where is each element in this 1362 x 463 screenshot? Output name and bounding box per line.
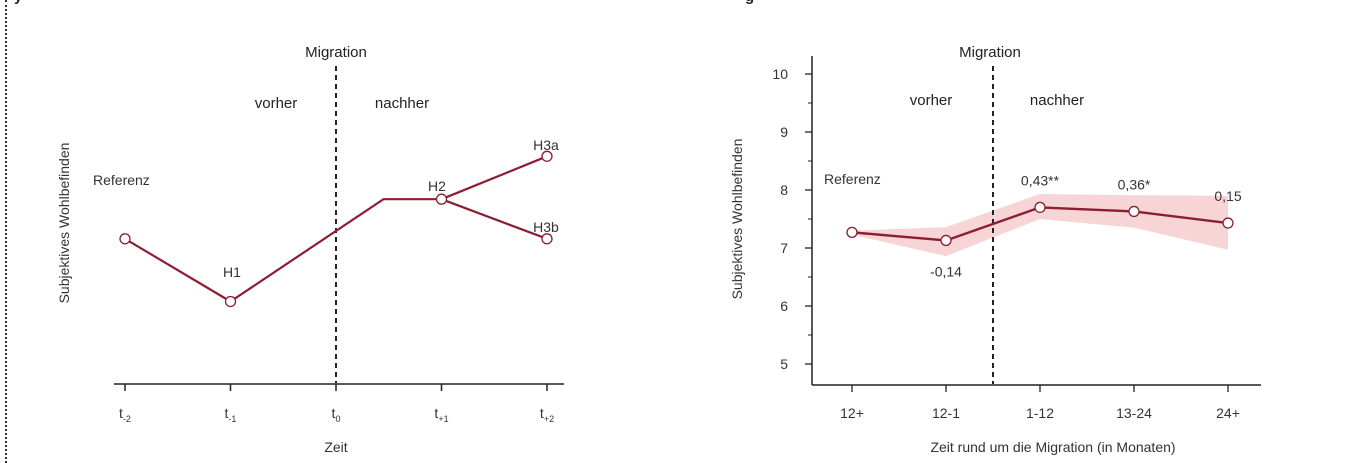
before-label: vorher [255, 95, 298, 112]
h3b-label: H3b [533, 219, 559, 235]
data-label: 0,36* [1118, 176, 1151, 192]
x-axis-label: Zeit [324, 439, 347, 455]
x-axis-label: Zeit rund um die Migration (in Monaten) [930, 439, 1175, 455]
data-point [224, 295, 237, 308]
y-axis-label: Subjektives Wohlbefinden [56, 143, 72, 304]
y-axis-ticks: 5 6 7 8 9 10 [772, 66, 812, 372]
x-tick-labels: t-2 t-1 t0 t+1 t+2 [119, 405, 554, 424]
hypothesis-lines [124, 155, 548, 303]
x-tick-label: 12-1 [932, 405, 960, 421]
dotted-separator [5, 0, 7, 463]
after-label: nachher [1030, 92, 1084, 109]
reference-label: Referenz [824, 171, 881, 187]
hypothesis-line [441, 198, 548, 240]
right-heading-fragment: g [745, 0, 754, 6]
x-tick-label: t-1 [225, 405, 237, 424]
h2-label: H2 [428, 178, 446, 194]
reference-label: Referenz [93, 172, 150, 188]
before-label: vorher [910, 92, 953, 109]
data-label: -0,14 [930, 263, 962, 279]
y-tick-label: 7 [780, 240, 788, 256]
migration-label: Migration [959, 44, 1021, 61]
h1-label: H1 [223, 264, 241, 280]
x-axis-ticks: 12+ 12-1 1-12 13-24 24+ [840, 385, 1240, 421]
effect-labels: -0,14 0,43** 0,36* 0,15 [930, 172, 1242, 279]
y-tick-label: 8 [780, 182, 788, 198]
data-point [435, 193, 448, 205]
x-tick-label: t+1 [434, 405, 448, 424]
hypothesis-markers [119, 150, 553, 308]
hypothesis-line [124, 155, 548, 303]
x-tick-label: 24+ [1216, 405, 1240, 421]
data-point [940, 234, 952, 247]
y-tick-label: 5 [780, 356, 788, 372]
data-point [541, 233, 553, 245]
x-tick-label: 1-12 [1026, 405, 1054, 421]
data-point [846, 226, 858, 238]
data-point [1034, 201, 1046, 214]
x-tick-label: 13-24 [1116, 405, 1152, 421]
x-tick-label: t+2 [540, 405, 554, 424]
x-tick-label: 12+ [840, 405, 864, 421]
after-label: nachher [375, 95, 429, 112]
data-label: 0,43** [1021, 172, 1060, 188]
data-point [119, 233, 131, 245]
y-tick-label: 6 [780, 298, 788, 314]
results-markers [846, 201, 1234, 247]
x-tick-label: t0 [332, 405, 341, 424]
data-point [1128, 205, 1140, 218]
y-tick-label: 10 [772, 66, 788, 82]
y-tick-label: 9 [780, 124, 788, 140]
migration-label: Migration [305, 44, 367, 61]
data-point [541, 150, 553, 162]
data-label: 0,15 [1214, 188, 1241, 204]
y-axis-label: Subjektives Wohlbefinden [729, 139, 745, 300]
data-point [1222, 217, 1234, 229]
h3a-label: H3a [533, 137, 559, 153]
x-axis-ticks [124, 384, 548, 391]
hypothesis-chart: Subjektives Wohlbefinden t-2 t-1 t0 t+1 t+2 … [56, 44, 564, 455]
results-chart: Subjektives Wohlbefinden 5 6 7 8 9 10 12+ 12-1… [729, 44, 1261, 455]
left-heading-fragment: y [14, 0, 22, 6]
x-tick-label: t-2 [119, 405, 131, 424]
